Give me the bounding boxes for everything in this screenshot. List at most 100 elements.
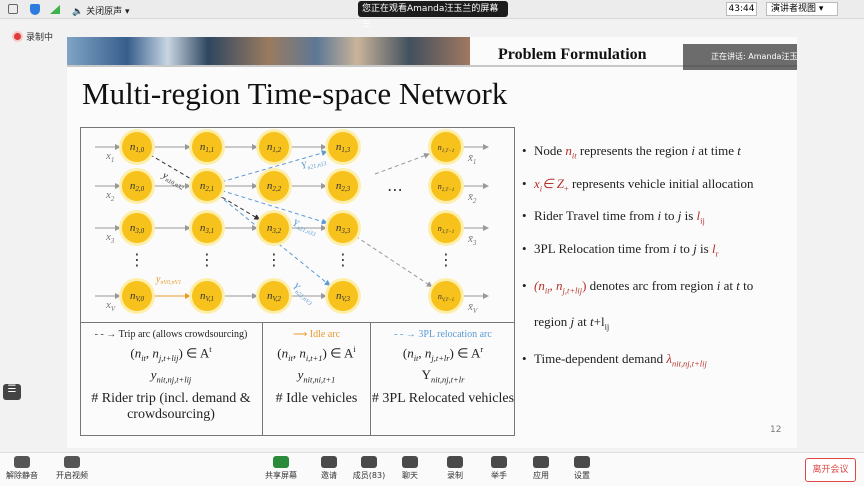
side-icon[interactable]: ☰: [3, 384, 21, 400]
node-symbol: n: [336, 222, 342, 234]
text-run: is: [681, 208, 697, 223]
node-subscript: 1,0: [135, 146, 144, 154]
bar-icon[interactable]: [491, 456, 507, 468]
audio-button[interactable]: 🔈 关闭原声 ▾: [72, 7, 130, 17]
recording: 录制中: [14, 30, 53, 43]
node-label: n2,0: [130, 180, 145, 193]
node-subscript: V,1: [205, 295, 214, 303]
math-run: i: [716, 278, 721, 293]
node: [192, 171, 222, 201]
vertical-dots: ⋮: [266, 250, 282, 269]
math-run: n: [407, 345, 414, 361]
arc: [374, 152, 430, 175]
bar-icon[interactable]: [14, 456, 30, 468]
arc-label-subscript: n10,n32: [164, 177, 184, 191]
math-run: ij: [700, 215, 705, 226]
math-run: n: [281, 345, 289, 361]
bullet-dot: •: [522, 176, 527, 191]
icon[interactable]: [8, 4, 18, 14]
math-run: nit,nj,t+lij: [156, 374, 192, 385]
node-symbol: n: [267, 180, 273, 192]
variable: Υnit,nj,t+lr: [371, 367, 515, 385]
math-run: i: [691, 143, 696, 158]
math-run: λ: [666, 351, 673, 366]
network: x1 x̄1x2 x̄2x3 x̄3xV x̄Vn1,0 n1,1 n1,2 n1,3 n1,T…: [95, 129, 489, 315]
math-run: it: [413, 352, 419, 363]
bar-icon[interactable]: [533, 456, 549, 468]
node-symbol: n: [200, 290, 206, 302]
math-run: r: [480, 344, 484, 354]
node-subscript: 2,2: [272, 185, 281, 193]
math-run: n: [565, 143, 572, 158]
recording-label: 录制中: [26, 33, 54, 43]
text-run: represents the region: [576, 143, 692, 158]
arc: [221, 189, 328, 225]
input-symbol: x: [105, 189, 111, 201]
node-subscript: 2,3: [341, 185, 350, 193]
node-label: nV,2: [267, 290, 282, 303]
math-run: it: [288, 352, 293, 363]
bar-icon[interactable]: [361, 456, 377, 468]
bar-icon[interactable]: [447, 456, 463, 468]
text-run: represents vehicle initial allocation: [568, 176, 754, 191]
bar-icon[interactable]: [574, 456, 590, 468]
arc-label: Υn21,nV3: [289, 281, 316, 307]
node-label: n3,2: [267, 222, 282, 235]
node: [431, 132, 461, 162]
input-label: x3: [105, 231, 115, 245]
node: [259, 281, 289, 311]
text-run: ,: [145, 345, 153, 361]
view-mode-label: 演讲者视图: [771, 4, 817, 14]
node-symbol: n: [336, 290, 342, 302]
node: [122, 171, 152, 201]
node-subscript: V,3: [341, 295, 350, 303]
bullet-dot: •: [522, 351, 527, 366]
node: [192, 132, 222, 162]
bar-icon[interactable]: [64, 456, 80, 468]
table-rule: [80, 322, 515, 323]
output-label: x̄V: [467, 301, 478, 315]
node-subscript: V,T−1: [442, 298, 454, 303]
input-subscript: V: [111, 305, 116, 313]
text-run: ,: [418, 345, 425, 361]
legend-arrow: - - →: [94, 329, 119, 340]
text-run: (: [277, 345, 282, 361]
arc-label-subscript: n21,n13: [307, 161, 327, 172]
bar-label: 共享屏幕: [265, 471, 297, 480]
input-symbol: x: [105, 299, 111, 311]
node-label: nV,T−1: [438, 292, 454, 303]
formula: (nit, nj,t+lij) ∈ At: [80, 344, 262, 363]
text-run: ) ∈: [449, 345, 471, 361]
icon[interactable]: [30, 4, 40, 15]
viewing-pill[interactable]: 您正在观看Amanda汪玉兰的屏幕 ☰: [358, 1, 508, 30]
node-label: n3,T−1: [438, 224, 454, 235]
bullet-dot: •: [522, 278, 527, 293]
node-label: n2,2: [267, 180, 282, 193]
output-label: x̄1: [467, 152, 476, 166]
input-label: x2: [105, 189, 115, 203]
arc-label-symbol: y: [160, 169, 170, 182]
text-run: Node: [534, 143, 566, 158]
math-run: ): [582, 278, 587, 293]
bar-label: 录制: [447, 471, 463, 480]
view-mode[interactable]: 演讲者视图 ▾: [766, 2, 838, 16]
bar-icon[interactable]: [402, 456, 418, 468]
bar-icon[interactable]: [321, 456, 337, 468]
bar-label: 聊天: [402, 471, 418, 480]
math-run: it: [141, 352, 146, 363]
bar-icon[interactable]: [273, 456, 289, 468]
node-subscript: 3,T−1: [442, 230, 454, 235]
node: [328, 281, 358, 311]
bullet-line: region j at t+lij: [534, 314, 609, 332]
arc-label-symbol: Υ: [291, 218, 302, 231]
input-label: xV: [105, 299, 116, 313]
math-run: nit,nj,t+lij: [672, 358, 707, 369]
math-run: i: [353, 344, 356, 354]
speaker-badge: 正在讲话: Amanda汪玉兰: [683, 44, 797, 70]
math-run: i: [539, 183, 543, 194]
node-label: n1,3: [336, 141, 351, 154]
math-run: r: [715, 248, 719, 259]
bar-label: 举手: [491, 471, 507, 480]
leave-button[interactable]: 离开会议: [805, 458, 856, 482]
text-run: ,: [292, 345, 300, 361]
